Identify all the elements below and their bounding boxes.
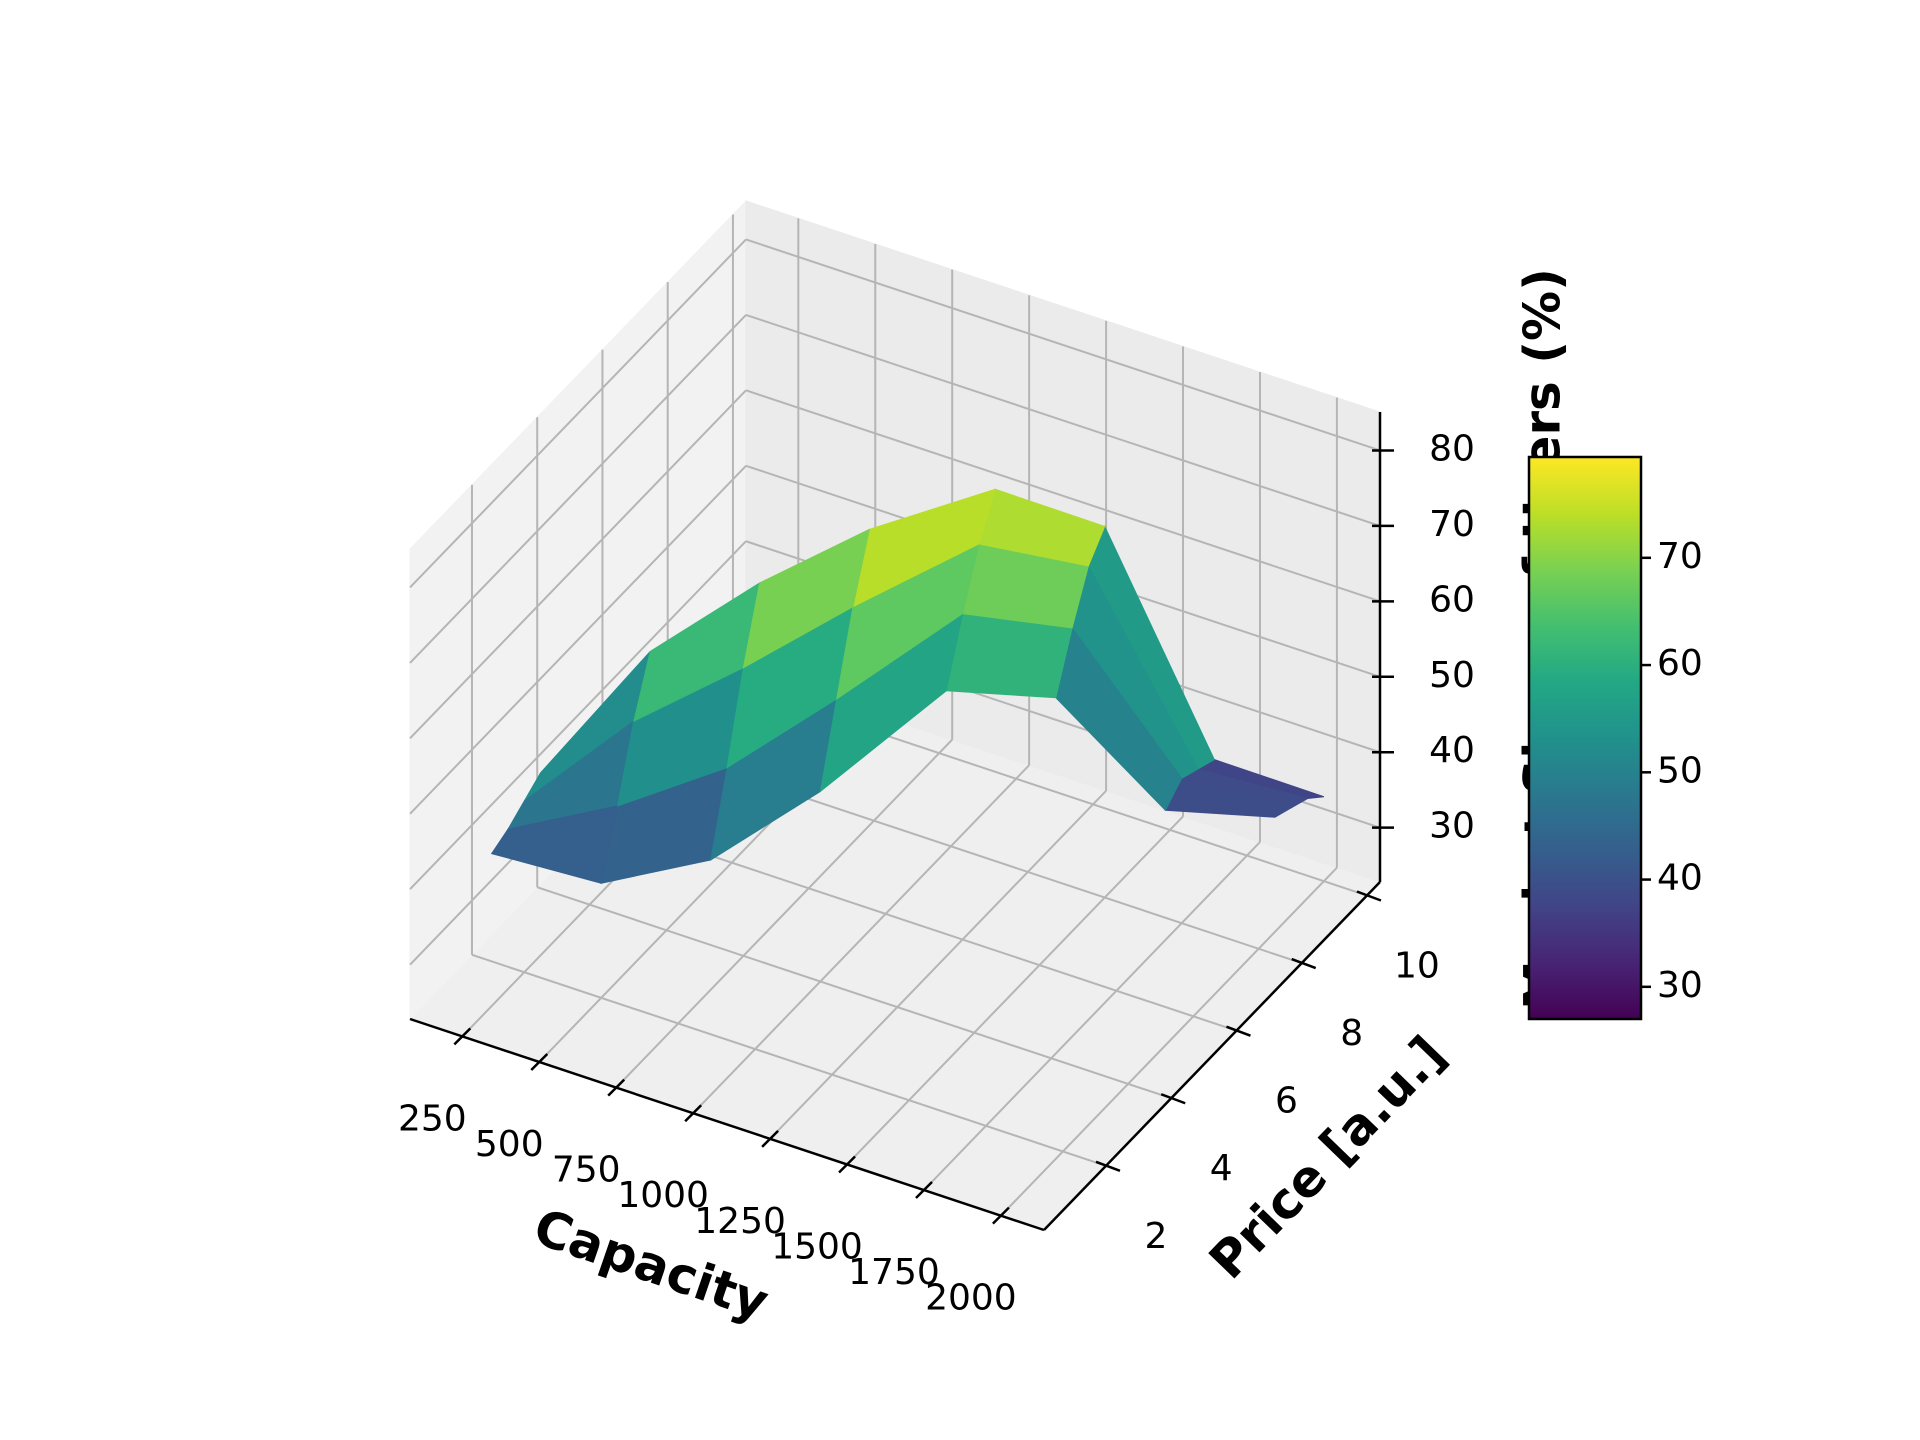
- x-tick: [992, 1206, 1010, 1225]
- grid-line: [745, 313, 1381, 527]
- grid-line: [1000, 866, 1338, 1217]
- grid-line: [615, 738, 953, 1089]
- colorbar-gradient: [1527, 455, 1643, 1021]
- grid-line: [409, 465, 747, 815]
- grid-line: [409, 540, 747, 890]
- z-tick-label: 50: [1429, 655, 1475, 696]
- x-tick-label: 1250: [694, 1201, 786, 1242]
- x-axis-line: [409, 1017, 1045, 1232]
- grid-line: [409, 314, 747, 664]
- y-tick: [1356, 890, 1382, 902]
- grid-line: [846, 815, 1184, 1166]
- x-tick: [761, 1129, 779, 1148]
- colorbar-tick-label: 60: [1657, 643, 1703, 684]
- grid-line: [409, 389, 747, 740]
- z-tick-label: 70: [1429, 504, 1475, 545]
- grid-line: [923, 841, 1261, 1191]
- x-tick-label: 750: [552, 1150, 621, 1191]
- x-tick-label: 1000: [617, 1175, 709, 1216]
- y-tick-label: 8: [1340, 1013, 1363, 1054]
- surface-face: [742, 528, 871, 669]
- y-tick: [1226, 1025, 1251, 1037]
- x-tick: [838, 1155, 856, 1174]
- x-tick: [915, 1181, 933, 1199]
- x-tick-label: 2000: [925, 1278, 1017, 1319]
- grid-line: [692, 764, 1030, 1114]
- grid-line: [409, 238, 747, 589]
- colorbar-tick-label: 30: [1657, 965, 1703, 1006]
- y-tick-label: 2: [1145, 1216, 1168, 1257]
- y-tick-label: 6: [1275, 1081, 1298, 1122]
- grid-line: [769, 790, 1107, 1140]
- x-tick: [530, 1053, 549, 1071]
- z-tick-label: 60: [1429, 579, 1475, 620]
- x-tick-label: 250: [398, 1098, 467, 1139]
- y-tick: [1291, 957, 1317, 970]
- colorbar-tick-label: 70: [1657, 536, 1703, 577]
- x-tick-label: 1750: [848, 1252, 940, 1293]
- z-tick-label: 30: [1429, 806, 1475, 847]
- y-axis-title: Price [a.u.]: [1198, 1025, 1457, 1290]
- x-tick-label: 1500: [771, 1226, 863, 1267]
- z-tick-label: 40: [1429, 730, 1475, 771]
- colorbar-tick-label: 50: [1657, 750, 1703, 791]
- x-tick: [453, 1027, 472, 1046]
- axes: [409, 412, 1394, 1232]
- x-tick: [607, 1078, 626, 1097]
- x-tick-label: 500: [475, 1124, 544, 1165]
- x-tick: [684, 1104, 703, 1123]
- surface: [490, 488, 1325, 884]
- grid-line: [471, 953, 1107, 1167]
- y-tick: [1160, 1093, 1186, 1105]
- y-tick-label: 10: [1394, 946, 1440, 987]
- y-tick: [1095, 1160, 1121, 1172]
- grid-line: [745, 238, 1381, 452]
- grid-line: [745, 389, 1381, 603]
- colorbar: 30 40 50 60 70: [1527, 455, 1703, 1021]
- y-tick-label: 4: [1210, 1148, 1233, 1189]
- grid-line: [536, 886, 1172, 1100]
- y-axis-line: [1043, 881, 1381, 1231]
- surface-face: [945, 613, 1073, 699]
- colorbar-tick-label: 40: [1657, 858, 1703, 899]
- z-tick-label: 80: [1429, 428, 1475, 469]
